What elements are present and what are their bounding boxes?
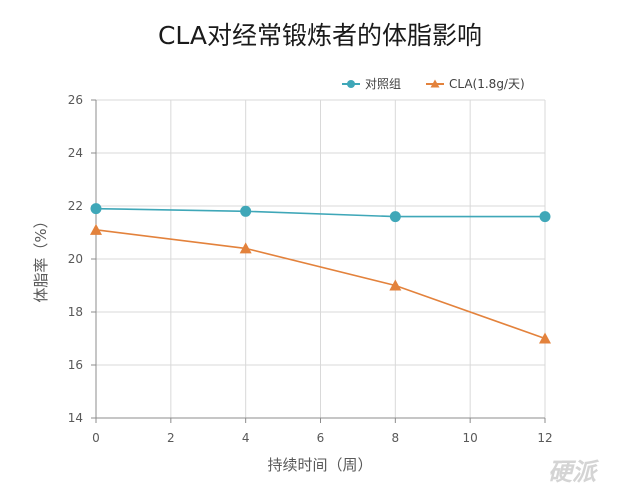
x-tick-label: 12 — [537, 431, 552, 445]
axes — [91, 99, 546, 423]
y-tick-label: 16 — [68, 358, 83, 372]
y-tick-label: 20 — [68, 252, 83, 266]
data-point-0 — [389, 211, 401, 223]
y-tick-labels: 14 16 18 20 22 24 26 — [68, 93, 83, 425]
y-tick-label: 14 — [68, 411, 83, 425]
x-tick-label: 2 — [167, 431, 175, 445]
y-axis-label: 体脂率（%） — [32, 213, 50, 302]
legend-marker-control — [347, 80, 355, 88]
data-point-1 — [239, 242, 252, 254]
legend-label-cla: CLA(1.8g/天) — [449, 77, 525, 91]
watermark: 硬派 — [548, 458, 600, 486]
series-group — [90, 203, 551, 344]
data-point-1 — [90, 223, 102, 235]
legend-label-control: 对照组 — [365, 77, 401, 91]
x-tick-label: 6 — [317, 431, 325, 445]
y-tick-label: 18 — [68, 305, 83, 319]
x-tick-labels: 0 2 4 6 8 10 12 — [92, 431, 552, 445]
y-tick-label: 26 — [68, 93, 83, 107]
x-tick-label: 10 — [463, 431, 478, 445]
data-point-0 — [90, 203, 102, 215]
legend: 对照组 CLA(1.8g/天) — [342, 77, 525, 91]
x-tick-label: 8 — [392, 431, 400, 445]
x-axis-label: 持续时间（周） — [267, 456, 372, 474]
y-tick-label: 22 — [68, 199, 83, 213]
data-point-1 — [389, 279, 402, 291]
chart-title: CLA对经常锻炼者的体脂影响 — [158, 21, 482, 50]
data-point-0 — [240, 205, 252, 217]
series-line-1 — [95, 229, 546, 340]
legend-marker-cla — [430, 79, 440, 88]
x-tick-label: 0 — [92, 431, 100, 445]
series-line-0 — [95, 207, 545, 218]
x-tick-label: 4 — [242, 431, 250, 445]
data-point-1 — [539, 332, 551, 344]
y-tick-label: 24 — [68, 146, 83, 160]
grid — [96, 99, 546, 418]
data-point-0 — [539, 211, 551, 223]
